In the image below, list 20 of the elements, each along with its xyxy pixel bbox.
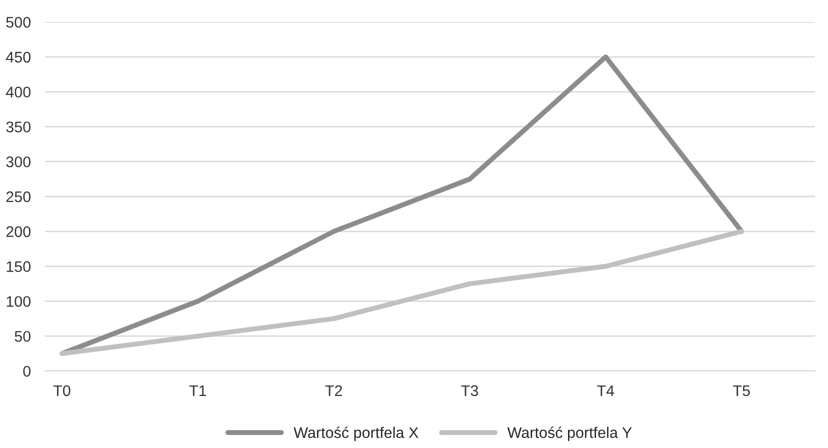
y-tick-label: 0 — [23, 366, 31, 377]
y-tick-label: 450 — [6, 52, 31, 63]
line-series — [60, 228, 744, 356]
legend-label: Wartość portfela Y — [507, 426, 632, 442]
y-tick-label: 100 — [6, 296, 31, 307]
y-tick-label: 150 — [6, 261, 31, 272]
y-tick-label: 300 — [6, 156, 31, 168]
y-tick-label: 250 — [6, 191, 31, 202]
y-tick-label: 50 — [14, 330, 31, 342]
x-tick-label: T4 — [597, 385, 614, 396]
legend-label: Wartość portfela X — [294, 426, 418, 442]
y-tick-label: 500 — [6, 16, 31, 28]
y-tick-label: 400 — [6, 86, 31, 98]
x-tick-label: T5 — [733, 385, 750, 396]
y-tick-label: 200 — [6, 226, 31, 238]
x-tick-label: T2 — [325, 385, 342, 396]
x-tick-label: T3 — [461, 385, 478, 396]
y-tick-label: 350 — [6, 122, 31, 132]
x-tick-label: T1 — [189, 385, 206, 396]
x-tick-label: T0 — [53, 385, 70, 396]
